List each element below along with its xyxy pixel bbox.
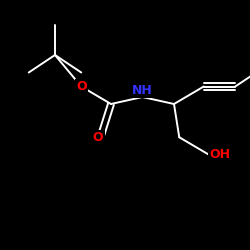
Text: O: O — [76, 80, 86, 93]
Text: OH: OH — [209, 148, 230, 161]
Text: O: O — [93, 131, 103, 144]
Text: NH: NH — [132, 84, 153, 97]
